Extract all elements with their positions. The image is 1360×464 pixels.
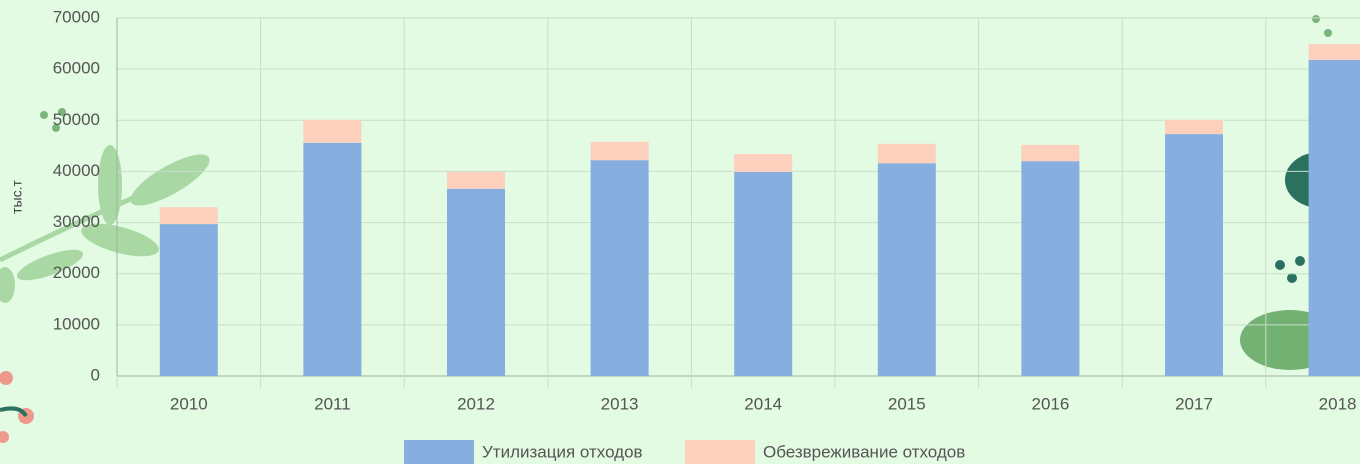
x-tick-label: 2015 <box>888 394 926 413</box>
legend-label: Утилизация отходов <box>482 442 643 461</box>
x-tick-label: 2012 <box>457 394 495 413</box>
bar-segment <box>734 172 792 376</box>
bar-segment <box>878 144 936 163</box>
y-tick-label: 30000 <box>53 212 100 231</box>
bar-segment <box>591 142 649 160</box>
legend-label: Обезвреживание отходов <box>763 442 965 461</box>
x-tick-label: 2011 <box>314 394 351 413</box>
bar-segment <box>734 154 792 172</box>
bar-segment <box>1021 145 1079 161</box>
y-tick-label: 70000 <box>53 7 100 26</box>
bar-segment <box>1021 161 1079 376</box>
y-tick-label: 50000 <box>53 110 100 129</box>
bar-segment <box>447 189 505 376</box>
y-tick-label: 40000 <box>53 161 100 180</box>
x-tick-label: 2018 <box>1319 394 1357 413</box>
bar-segment <box>160 207 218 224</box>
x-tick-label: 2017 <box>1175 394 1213 413</box>
bar-segment <box>1165 134 1223 376</box>
bar-segment <box>303 143 361 376</box>
y-tick-label: 0 <box>91 365 100 384</box>
legend-swatch <box>404 440 474 464</box>
y-tick-label: 60000 <box>53 59 100 78</box>
bar-segment <box>1309 60 1360 376</box>
bar-segment <box>591 160 649 376</box>
legend-swatch <box>685 440 755 464</box>
bar-segment <box>878 163 936 376</box>
x-tick-label: 2016 <box>1031 394 1069 413</box>
bar-segment <box>160 224 218 376</box>
y-axis-label: тыс.т <box>9 180 25 214</box>
bar-segment <box>303 120 361 143</box>
x-tick-label: 2010 <box>170 394 208 413</box>
y-tick-label: 10000 <box>53 314 100 333</box>
chart: тыс.т 0 10000 20000 30000 40000 50000 60000 700… <box>0 0 1360 464</box>
y-tick-label: 20000 <box>53 263 100 282</box>
bar-segment <box>447 172 505 189</box>
bar-segment <box>1309 44 1360 60</box>
x-tick-label: 2013 <box>601 394 639 413</box>
x-tick-label: 2014 <box>744 394 782 413</box>
bar-segment <box>1165 120 1223 134</box>
